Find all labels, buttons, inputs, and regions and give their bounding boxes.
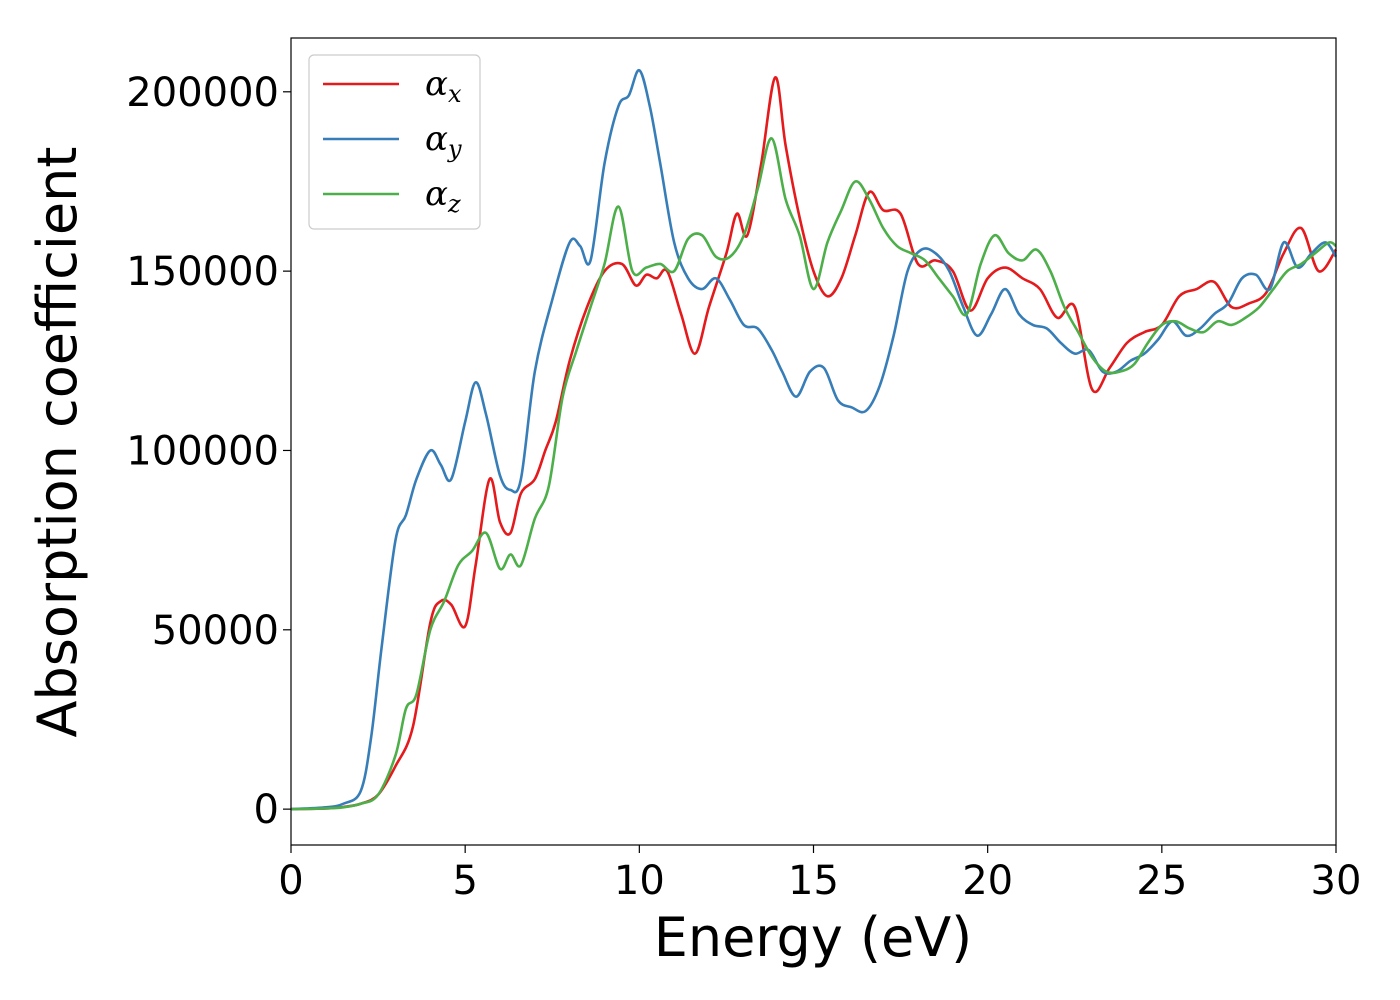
y-tick-label: 100000 — [126, 428, 279, 474]
y-tick-label: 50000 — [152, 608, 279, 654]
series-lines — [290, 68, 1338, 811]
x-tick-label: 25 — [1136, 858, 1187, 904]
y-tick-label: 150000 — [126, 249, 279, 295]
y-axis-label: Absorption coefficient — [26, 147, 89, 738]
legend-label-z: αz — [425, 174, 461, 218]
x-tick-label: 10 — [614, 858, 665, 904]
y-tick-label: 200000 — [126, 70, 279, 116]
series-line-z — [290, 137, 1337, 811]
legend: αx αy αz — [308, 54, 481, 230]
legend-box — [308, 54, 481, 230]
x-tick-label: 0 — [278, 858, 303, 904]
series-line-y — [290, 68, 1338, 811]
legend-label-x: αx — [425, 64, 462, 108]
y-axis-ticks: 0 50000 100000 150000 200000 — [126, 70, 291, 833]
legend-label-y: αy — [425, 119, 462, 163]
x-tick-label: 15 — [788, 858, 839, 904]
y-tick-label: 0 — [254, 787, 279, 833]
series-line-x — [290, 76, 1338, 811]
x-tick-label: 5 — [452, 858, 477, 904]
x-axis-label: Energy (eV) — [654, 906, 973, 969]
x-tick-label: 30 — [1311, 858, 1362, 904]
x-tick-label: 20 — [962, 858, 1013, 904]
x-axis-ticks: 0 5 10 15 20 25 30 — [278, 845, 1361, 904]
